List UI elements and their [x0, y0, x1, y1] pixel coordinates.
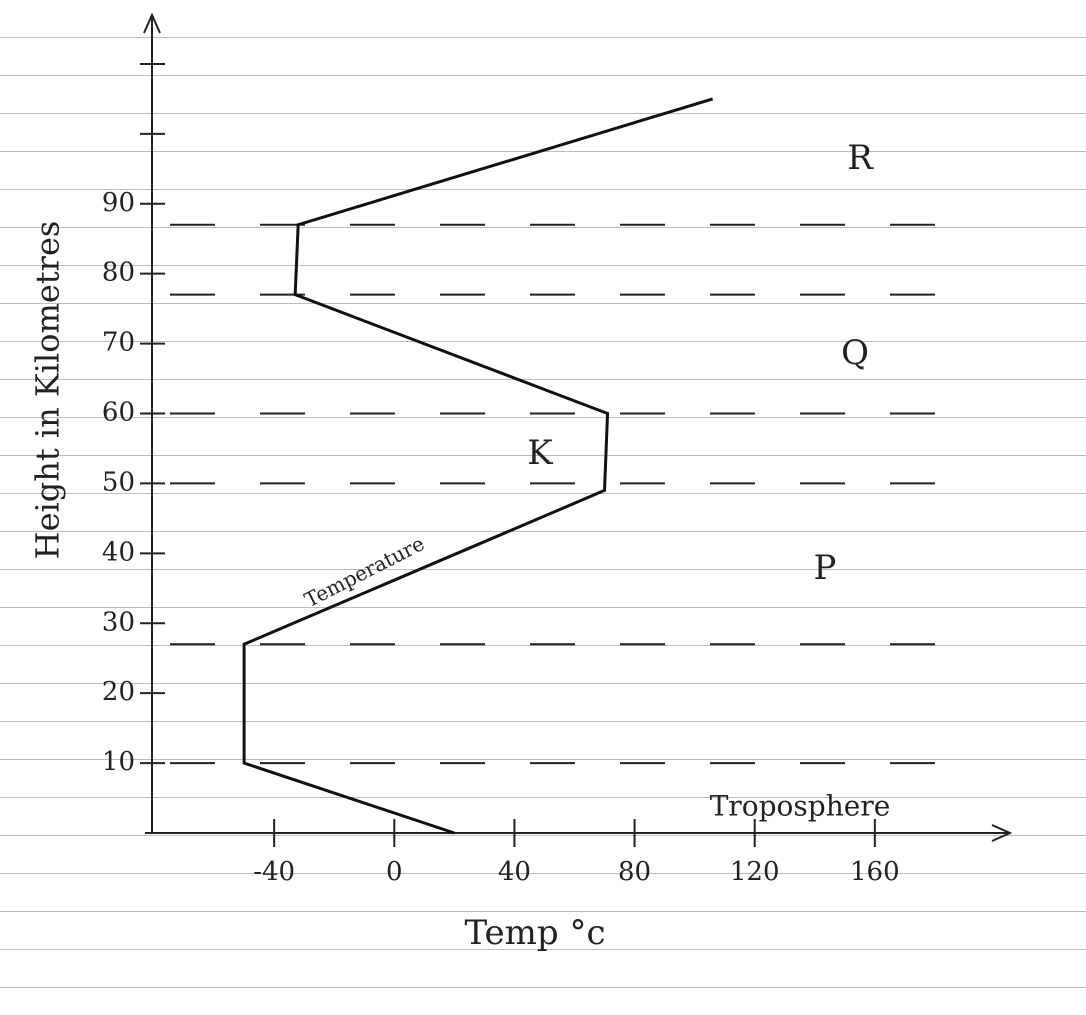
x-tick-label: -40 — [253, 857, 295, 887]
y-tick-label: 50 — [102, 467, 135, 497]
y-axis-label: Height in Kilometres — [29, 221, 67, 560]
annotation: Q — [841, 333, 869, 373]
y-tick-label: 40 — [102, 537, 135, 567]
temperature-line — [244, 99, 713, 833]
x-tick-label: 80 — [618, 857, 651, 887]
x-tick-label: 160 — [850, 857, 900, 887]
y-tick-label: 10 — [102, 747, 135, 777]
annotation: P — [814, 548, 837, 588]
y-tick-label: 60 — [102, 398, 135, 428]
x-tick-label: 0 — [386, 857, 403, 887]
y-tick-label: 90 — [102, 188, 135, 218]
annotation: R — [847, 138, 874, 178]
annotation: Temperature — [300, 531, 428, 612]
y-tick-label: 20 — [102, 677, 135, 707]
y-tick-label: 70 — [102, 328, 135, 358]
x-axis-label: Temp °c — [464, 913, 605, 953]
annotation: K — [527, 433, 553, 473]
x-tick-label: 40 — [498, 857, 531, 887]
chart: Temp °c Height in Kilometres -40 0 40 80 120… — [0, 0, 1086, 1015]
x-tick-label: 120 — [730, 857, 780, 887]
y-tick-label: 80 — [102, 258, 135, 288]
y-tick-label: 30 — [102, 607, 135, 637]
annotation: Troposphere — [710, 790, 891, 823]
paper: Temp °c Height in Kilometres -40 0 40 80 120… — [0, 0, 1086, 1015]
